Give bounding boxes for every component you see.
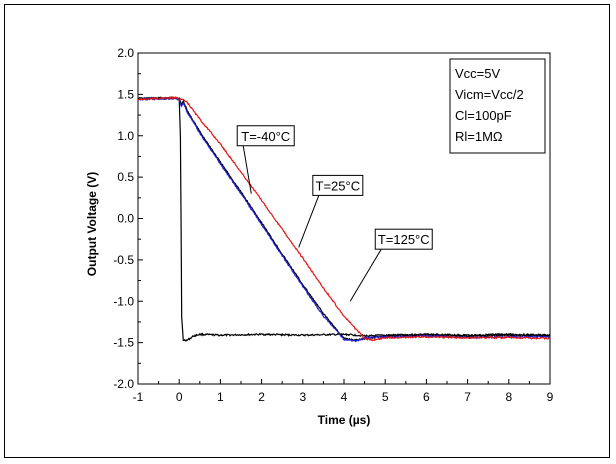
y-tick-label: 0.0: [117, 212, 134, 226]
condition-text: Vcc=5V: [455, 66, 500, 81]
x-tick-label: 3: [299, 390, 306, 404]
y-tick-label: 1.0: [117, 129, 134, 143]
x-tick-label: 9: [547, 390, 554, 404]
annotation-label: T=25°C: [316, 178, 361, 193]
condition-text: Vicm=Vcc/2: [455, 87, 524, 102]
y-tick-label: -0.5: [113, 253, 134, 267]
x-tick-label: 6: [423, 390, 430, 404]
x-tick-label: 0: [176, 390, 183, 404]
y-tick-label: -1.5: [113, 336, 134, 350]
x-tick-label: 8: [505, 390, 512, 404]
y-tick-label: -2.0: [113, 377, 134, 391]
annotation-leader-line: [242, 145, 252, 194]
condition-text: Rl=1MΩ: [455, 129, 503, 144]
annotation-box: [236, 125, 295, 147]
x-tick-label: 1: [217, 390, 224, 404]
annotation-leader-line: [298, 195, 320, 248]
x-tick-label: 5: [382, 390, 389, 404]
x-tick-label: 2: [258, 390, 265, 404]
conditions-box: [449, 58, 546, 154]
x-axis-label: Time (µs): [318, 413, 371, 427]
condition-text: Cl=100pF: [455, 108, 512, 123]
figure-frame: [4, 4, 610, 458]
series-line-t-125-c: [137, 95, 550, 342]
series-line-t-40-c: [137, 96, 551, 342]
annotation-box: [374, 228, 433, 250]
x-tick-label: -1: [133, 390, 144, 404]
y-tick-label: 2.0: [117, 46, 134, 60]
y-tick-label: 1.5: [117, 87, 134, 101]
annotation-box: [312, 174, 364, 196]
annotation-leader-line: [349, 248, 382, 302]
x-tick-label: 7: [464, 390, 471, 404]
x-tick-label: 4: [341, 390, 348, 404]
y-axis-label: Output Voltage (V): [85, 172, 99, 276]
annotation-label: T=-40°C: [241, 129, 290, 144]
y-tick-label: 0.5: [117, 170, 134, 184]
annotation-label: T=125°C: [378, 232, 430, 247]
y-tick-label: -1.0: [113, 294, 134, 308]
